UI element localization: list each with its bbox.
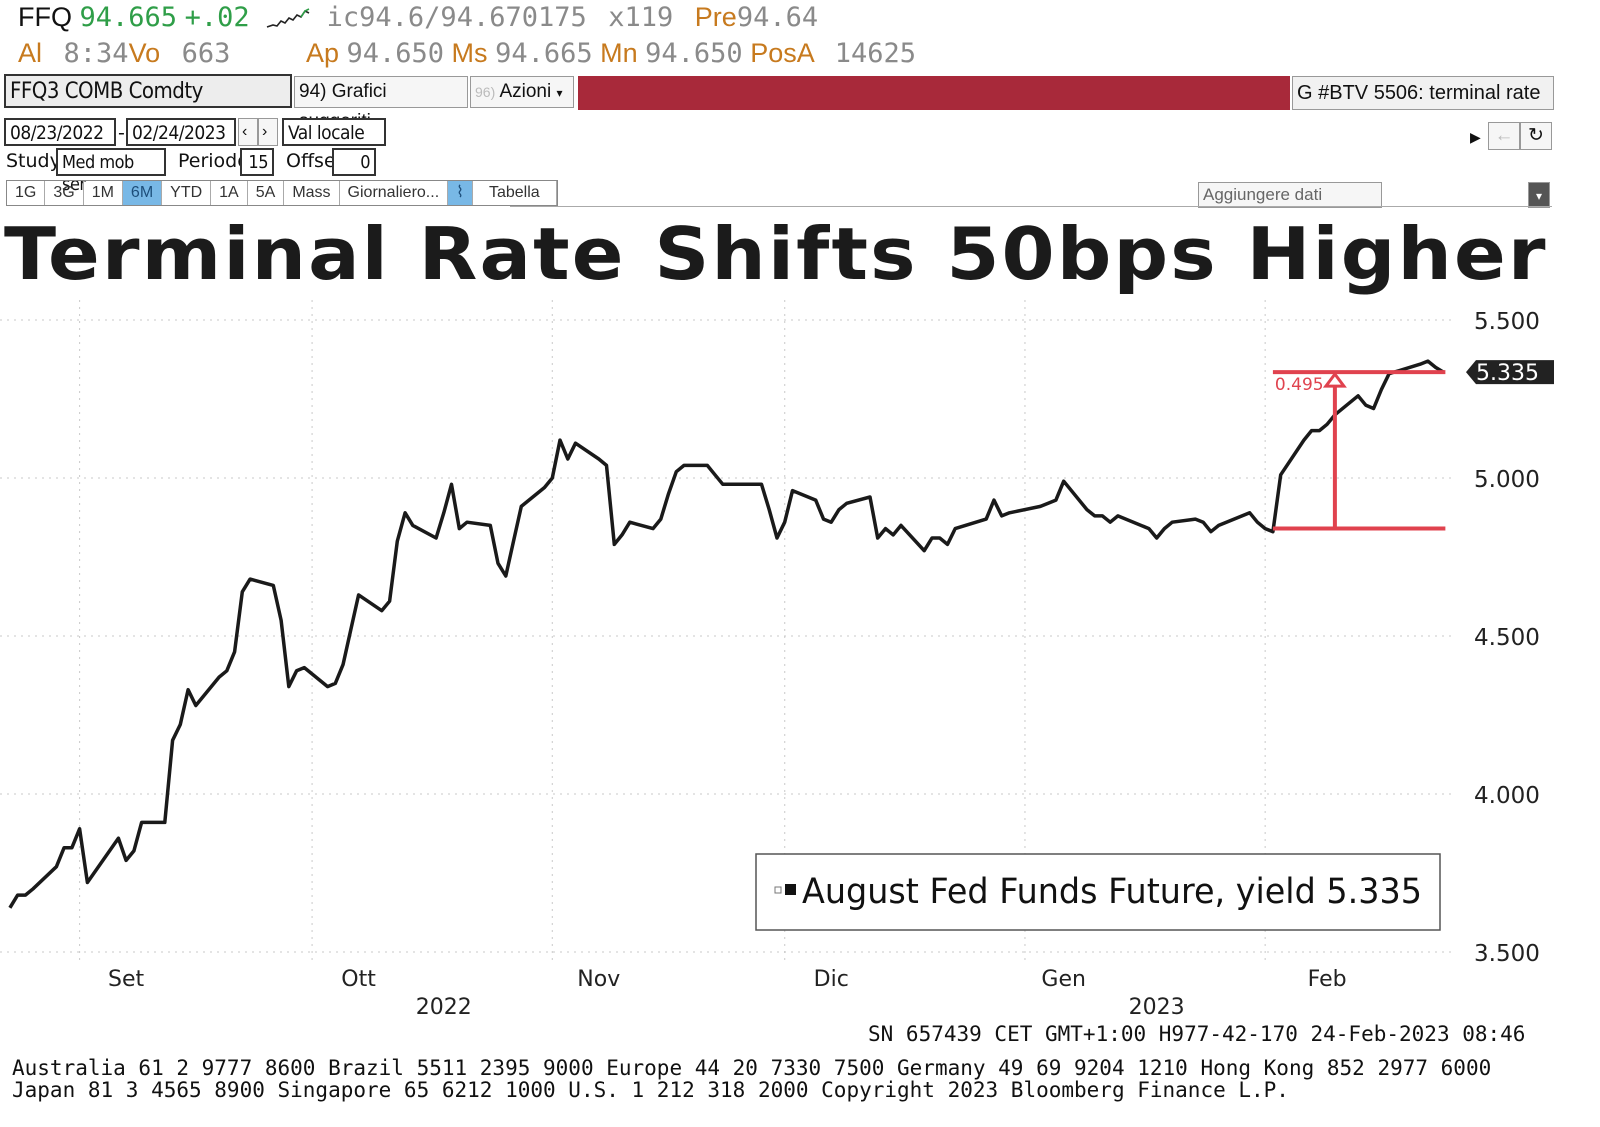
last-price: 94.665: [79, 2, 178, 33]
footer-contacts: Australia 61 2 9777 8600 Brazil 5511 239…: [12, 1056, 1492, 1080]
period-value: 15: [248, 152, 268, 173]
al-label: Al: [18, 38, 43, 68]
ms-label: Ms: [451, 38, 488, 68]
currency-select[interactable]: Val locale: [282, 118, 386, 146]
tab-1g[interactable]: 1G: [7, 181, 46, 205]
ic-value: 94.6/94.670175: [359, 2, 587, 33]
x-year-label: 2023: [1129, 995, 1185, 1020]
y-tick-label: 3.500: [1474, 941, 1540, 967]
line-chart-icon[interactable]: ⌇: [448, 181, 473, 205]
mn-value: 94.650: [645, 38, 743, 69]
quote-row-2: Al 8:34Vo 663 Ap 94.650 Ms 94.665 Mn 94.…: [18, 38, 916, 69]
add-data-input[interactable]: Aggiungere dati: [1198, 182, 1382, 208]
trade-size: x119: [608, 2, 674, 33]
last-value-label: 5.335: [1476, 361, 1539, 386]
previous-period-button[interactable]: ‹: [238, 118, 258, 146]
mn-label: Mn: [600, 38, 638, 68]
x-year-label: 2022: [416, 995, 472, 1020]
play-icon[interactable]: ▶: [1470, 129, 1481, 145]
start-date-value: 08/23/2022: [10, 122, 104, 144]
x-tick-label: Dic: [814, 967, 849, 992]
study-select[interactable]: Med mob ser: [56, 148, 166, 195]
study-label: Study: [6, 150, 61, 172]
add-data-placeholder: Aggiungere dati: [1203, 185, 1323, 204]
pre-label: Pre: [694, 2, 737, 32]
tab-ytd[interactable]: YTD: [162, 181, 212, 205]
security-input[interactable]: FFQ3 COMB Comdty: [4, 74, 292, 108]
news-alert-bar: [578, 76, 1290, 110]
period-input[interactable]: 15: [240, 148, 274, 176]
chart-title: Terminal Rate Shifts 50bps Higher: [4, 212, 1548, 296]
ap-label: Ap: [305, 38, 339, 68]
x-tick-label: Nov: [577, 967, 620, 992]
actions-menu[interactable]: 96) Azioni ▾: [470, 76, 574, 108]
price-change: +.02: [184, 2, 250, 33]
suggested-charts-button[interactable]: 94) Grafici suggeriti: [294, 76, 468, 132]
offset-label: Offset: [286, 150, 344, 172]
annotation-label: 0.495: [1275, 375, 1324, 395]
date-range-dash: -: [118, 122, 125, 144]
end-date-value: 02/24/2023: [132, 122, 226, 144]
pre-value: 94.64: [736, 2, 819, 33]
study-value: Med mob ser: [62, 152, 134, 195]
tab-1m[interactable]: 1M: [84, 181, 123, 205]
currency-value: Val locale: [288, 122, 365, 144]
add-data-dropdown[interactable]: ▾: [1528, 182, 1550, 208]
news-headline[interactable]: G #BTV 5506: terminal rate: [1292, 76, 1554, 110]
posa-value: 14625: [834, 38, 917, 69]
x-tick-label: Gen: [1041, 967, 1086, 992]
ticker[interactable]: FFQ: [18, 2, 72, 32]
toolbar-underline: [510, 206, 1552, 207]
legend-swatch: [785, 884, 796, 895]
tab-6m[interactable]: 6M: [122, 181, 163, 205]
tab-giornaliero[interactable]: Giornaliero...: [340, 181, 449, 205]
next-period-button[interactable]: ›: [258, 118, 278, 146]
vo-value: 663: [181, 38, 231, 69]
legend-toggle-icon: [774, 886, 782, 894]
y-tick-label: 4.000: [1474, 783, 1540, 809]
chevron-down-icon: ▾: [556, 86, 563, 100]
quote-time: 8:34: [63, 38, 129, 69]
news-headline-text: G #BTV 5506: terminal rate: [1297, 82, 1541, 104]
tab-3g[interactable]: 3G: [45, 181, 84, 205]
actions-number: 96): [475, 84, 496, 100]
footer-copyright: Japan 81 3 4565 8900 Singapore 65 6212 1…: [12, 1078, 1289, 1102]
period-label: Periodo: [178, 150, 249, 172]
ic-label: ic: [326, 2, 360, 33]
legend-box: [755, 853, 1441, 931]
last-value-badge: [1466, 360, 1554, 385]
start-date-input[interactable]: 08/23/2022: [4, 118, 116, 146]
tab-mass[interactable]: Mass: [284, 181, 340, 205]
ap-value: 94.650: [346, 38, 445, 69]
actions-label: Azioni: [499, 81, 552, 102]
x-tick-label: Feb: [1308, 967, 1347, 992]
x-tick-label: Set: [108, 967, 145, 992]
y-tick-label: 5.000: [1474, 467, 1540, 493]
chart[interactable]: 5.500 5.000 4.500 4.000 3.500 Set Ott Nov Dic Gen…: [0, 300, 1600, 1030]
back-icon[interactable]: ←: [1488, 122, 1520, 150]
end-date-input[interactable]: 02/24/2023: [126, 118, 236, 146]
y-tick-label: 5.500: [1474, 309, 1540, 335]
ms-value: 94.665: [495, 38, 593, 69]
y-tick-label: 4.500: [1474, 625, 1540, 651]
tab-table[interactable]: Tabella: [473, 181, 557, 205]
period-tabs: 1G 3G 1M 6M YTD 1A 5A Mass Giornaliero... ⌇ Tabell…: [6, 180, 558, 206]
posa-label: PosA: [750, 38, 814, 68]
tab-1a[interactable]: 1A: [211, 181, 248, 205]
offset-input[interactable]: 0: [332, 148, 376, 176]
sparkline-icon: [266, 8, 310, 28]
quote-row-1: FFQ 94.665 +.02 ic94.6/94.670175 x119 Pr…: [18, 2, 818, 33]
vo-label: Vo: [128, 38, 161, 68]
tab-5a[interactable]: 5A: [248, 181, 285, 205]
footer-sn: SN 657439 CET GMT+1:00 H977-42-170 24-Fe…: [868, 1022, 1526, 1046]
offset-value: 0: [360, 152, 370, 173]
legend-label: August Fed Funds Future, yield 5.335: [802, 872, 1422, 912]
annotation-arrow-head: [1322, 371, 1347, 388]
x-tick-label: Ott: [341, 967, 376, 992]
refresh-icon[interactable]: ↻: [1520, 122, 1552, 150]
series-line: [8, 359, 1445, 909]
